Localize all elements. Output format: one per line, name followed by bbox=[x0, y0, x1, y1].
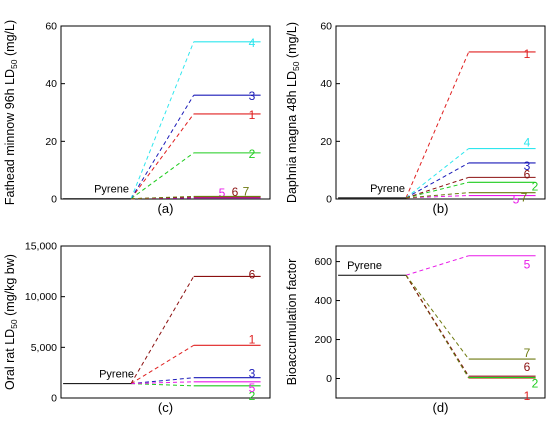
series-5-transition bbox=[405, 255, 469, 276]
y-tick-label: 0 bbox=[51, 393, 57, 405]
series-7-transition bbox=[130, 195, 194, 200]
series-5-transition bbox=[131, 381, 194, 385]
y-tick-label: 10,000 bbox=[25, 291, 57, 303]
series-7-label: 7 bbox=[243, 184, 250, 198]
series-2-label: 2 bbox=[532, 179, 539, 193]
series-1-label: 1 bbox=[524, 389, 531, 403]
series-4-transition bbox=[405, 148, 470, 199]
series-6-label: 6 bbox=[524, 167, 531, 181]
series-2-transition bbox=[130, 383, 194, 387]
panel-label: (c) bbox=[158, 400, 173, 415]
series-5-label: 5 bbox=[524, 258, 531, 272]
panel-a: 0 20 40 60 Fathead minnow 96h LD50 (mg/L) (a)… bbox=[3, 20, 271, 216]
series-4-label: 4 bbox=[249, 36, 256, 50]
plot-frame bbox=[60, 25, 271, 200]
plot-frame bbox=[335, 25, 546, 200]
panel-d: 0 200 400 600 Bioaccumulation factor (d) Pyren… bbox=[285, 245, 546, 415]
y-tick-label: 0 bbox=[326, 194, 332, 206]
panel-label: (a) bbox=[158, 201, 174, 216]
series-4-label: 4 bbox=[524, 136, 531, 150]
series-7-transition bbox=[405, 274, 470, 360]
y-tick-label: 40 bbox=[45, 78, 57, 90]
y-axis-title: Oral rat LD50 (mg/kg bw) bbox=[3, 254, 19, 390]
y-tick-label: 15,000 bbox=[25, 241, 57, 253]
y-tick-label: 0 bbox=[51, 194, 57, 206]
pyrene-label: Pyrene bbox=[347, 260, 382, 272]
series-1-transition bbox=[130, 113, 195, 200]
y-tick-label: 5,000 bbox=[31, 342, 57, 354]
pyrene-label: Pyrene bbox=[99, 369, 134, 381]
series-6-transition bbox=[130, 276, 195, 384]
series-6-label: 6 bbox=[232, 185, 239, 199]
series-3-transition bbox=[130, 377, 194, 385]
series-3-label: 3 bbox=[524, 159, 531, 173]
series-7-transition bbox=[405, 192, 469, 199]
y-axis-title: Fathead minnow 96h LD50 (mg/L) bbox=[3, 20, 19, 205]
y-tick-label: 200 bbox=[314, 334, 332, 346]
y-tick-label: 600 bbox=[314, 256, 332, 268]
series-6-label: 6 bbox=[249, 267, 256, 281]
panel-label: (b) bbox=[433, 201, 449, 216]
series-2-label: 2 bbox=[532, 377, 539, 391]
series-1-label: 1 bbox=[249, 332, 256, 346]
series-2-label: 2 bbox=[249, 147, 256, 161]
series-3-transition bbox=[405, 162, 469, 199]
series-1-transition bbox=[405, 274, 470, 379]
panel-c: 0 5,000 10,000 15,000 Oral rat LD50 (mg/kg b… bbox=[3, 241, 271, 415]
series-7-label: 7 bbox=[524, 346, 531, 360]
series-1-transition bbox=[130, 344, 194, 385]
series-6-transition bbox=[405, 176, 469, 199]
series-3-label: 3 bbox=[249, 367, 256, 381]
series-7-label: 7 bbox=[521, 191, 528, 205]
series-1-label: 1 bbox=[249, 108, 256, 122]
series-3-label: 3 bbox=[249, 89, 256, 103]
series-6-label: 6 bbox=[524, 360, 531, 374]
series-2-label: 2 bbox=[249, 389, 256, 403]
y-axis-title: Daphnia magna 48h LD50 (mg/L) bbox=[285, 22, 301, 203]
series-5-label: 5 bbox=[249, 381, 256, 395]
plot-frame bbox=[335, 245, 546, 399]
y-tick-label: 0 bbox=[326, 373, 332, 385]
pyrene-label: Pyrene bbox=[370, 183, 405, 195]
panel-b: 0 20 40 60 Daphnia magna 48h LD50 (mg/L) (b) P… bbox=[285, 21, 546, 216]
plot-frame bbox=[60, 245, 271, 399]
series-5-label: 5 bbox=[219, 186, 226, 200]
y-tick-label: 60 bbox=[45, 21, 57, 33]
y-tick-label: 20 bbox=[45, 136, 57, 148]
y-tick-label: 40 bbox=[320, 78, 332, 90]
y-axis-title: Bioaccumulation factor bbox=[285, 259, 299, 385]
y-tick-label: 60 bbox=[320, 21, 332, 33]
series-4-transition bbox=[130, 41, 195, 199]
series-5-label: 5 bbox=[513, 193, 520, 207]
series-6-transition bbox=[405, 274, 470, 377]
panel-label: (d) bbox=[433, 400, 449, 415]
series-2-transition bbox=[405, 181, 469, 199]
series-1-transition bbox=[405, 51, 470, 199]
series-3-transition bbox=[130, 94, 195, 199]
series-1-label: 1 bbox=[524, 47, 531, 61]
y-tick-label: 400 bbox=[314, 295, 332, 307]
pyrene-label: Pyrene bbox=[94, 184, 129, 196]
y-tick-label: 20 bbox=[320, 136, 332, 148]
series-2-transition bbox=[130, 152, 195, 200]
